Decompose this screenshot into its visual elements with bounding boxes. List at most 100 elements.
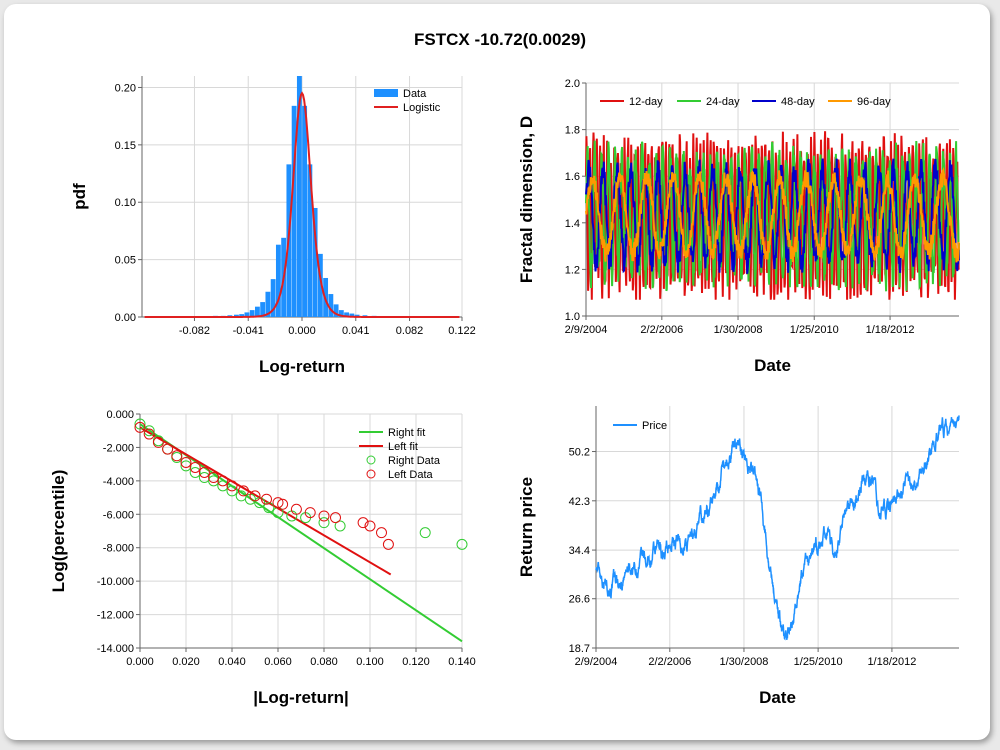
histogram-bar [354,314,360,317]
y-tick-label: 1.2 [565,264,580,276]
left-data-point [238,485,249,497]
left-data-point [290,503,302,515]
histogram-bar [244,312,250,317]
x-tick-label: -0.041 [233,325,264,337]
histogram-bar [312,207,318,317]
left-data-point [382,538,394,550]
histogram-bar [349,313,355,317]
right-data-point [134,418,146,430]
y-tick-label: -6.000 [103,509,134,521]
histogram-bar [338,310,344,317]
x-tick-label: 0.041 [342,325,370,337]
x-tick-label: 0.080 [310,656,338,668]
left-data-point [217,475,229,487]
left-data-point [189,461,201,473]
x-tick-label: 0.140 [448,656,476,668]
histogram-bar [265,291,271,317]
x-tick-label: 0.000 [288,325,316,337]
x-tick-label: 0.040 [218,656,246,668]
histogram-bar [249,310,255,317]
legend-label: Left fit [388,441,418,453]
y-tick-label: 18.7 [569,643,590,655]
legend-swatch-left-data [366,469,376,479]
legend: 12-day 24-day 48-day 96-day [600,96,891,108]
histogram-bar [260,302,266,317]
x-tick-label: 1/25/2010 [790,324,839,336]
left-data-point [171,450,183,462]
y-tick-label: 1.8 [565,125,580,137]
x-tick-label: 0.020 [172,656,200,668]
legend: Right fit Left fit Right Data Left Data [359,427,441,481]
histogram-bar [270,279,276,317]
histogram-bar [328,294,334,317]
series-line-24-day [585,140,960,292]
y-tick-label: 0.00 [115,312,136,324]
price-line [595,415,960,641]
right-data-point [263,502,275,514]
legend-label: Right fit [388,427,425,439]
left-data-point [162,443,174,455]
legend-label: 48-day [781,96,815,108]
histogram-bar [239,314,245,317]
histogram-bar [317,253,323,317]
right-data-point [217,480,229,492]
pdf-histogram-axes: -0.082 -0.041 0.000 0.041 0.082 0.122 0.00 0.05… [70,76,476,376]
x-tick-label: 0.100 [356,656,384,668]
y-tick-label: 34.4 [569,545,590,557]
figure-title: FSTCX -10.72(0.0029) [414,30,586,49]
x-tick-label: 1/30/2008 [714,324,763,336]
right-data-point [456,538,468,550]
left-data-points [134,421,394,550]
left-data-point [152,436,164,448]
x-tick-label: 0.082 [396,325,424,337]
legend-label-logistic: Logistic [403,102,441,114]
y-tick-label: 0.05 [115,255,136,267]
y-tick-label: 0.15 [115,140,136,152]
legend-label: 96-day [857,96,891,108]
return-price-axes: 2/9/2004 2/2/2006 1/30/2008 1/25/2010 1/18/2… [517,406,959,707]
y-tick-label: 42.3 [569,496,590,508]
left-data-point [134,421,146,433]
logistic-fit-line [144,91,460,318]
y-tick-label: 0.10 [115,197,136,209]
legend-label: Left Data [388,469,434,481]
legend-label-price: Price [642,420,667,432]
histogram-bar [234,314,239,317]
histogram-bar [291,105,297,317]
legend-label: Right Data [388,455,441,467]
left-data-point [143,428,155,440]
right-data-point [419,527,431,539]
y-tick-label: 2.0 [565,78,580,90]
x-axis-label: Date [759,688,796,707]
right-data-point [226,485,238,497]
y-tick-label: -8.000 [103,543,134,555]
y-tick-label: 26.6 [569,594,590,606]
left-data-point [376,527,387,539]
right-data-point [318,517,330,529]
left-data-point [249,490,261,502]
legend-label: 24-day [706,96,740,108]
left-data-point [261,493,272,505]
y-tick-label: 50.2 [569,447,590,459]
y-axis-label: pdf [70,183,89,210]
x-tick-label: 0.000 [126,656,154,668]
y-tick-label: 1.4 [565,218,580,230]
figure-card [4,4,990,740]
x-tick-label: 1/18/2012 [867,656,916,668]
y-tick-label: 0.20 [115,82,136,94]
left-data-point [198,467,210,478]
legend-label: 12-day [629,96,663,108]
right-fit-line [139,423,463,643]
series-line-96-day [585,166,960,263]
x-axis-label: |Log-return| [253,688,348,707]
x-tick-label: 2/9/2004 [565,324,608,336]
y-tick-label: -12.000 [97,610,134,622]
legend: Price [613,420,667,432]
x-tick-label: 2/9/2004 [575,656,618,668]
y-tick-label: 1.0 [565,311,580,323]
left-data-point [277,498,289,510]
left-data-point [330,512,341,524]
y-axis-label: Log(percentile) [49,470,68,593]
histogram-bar [333,304,339,317]
